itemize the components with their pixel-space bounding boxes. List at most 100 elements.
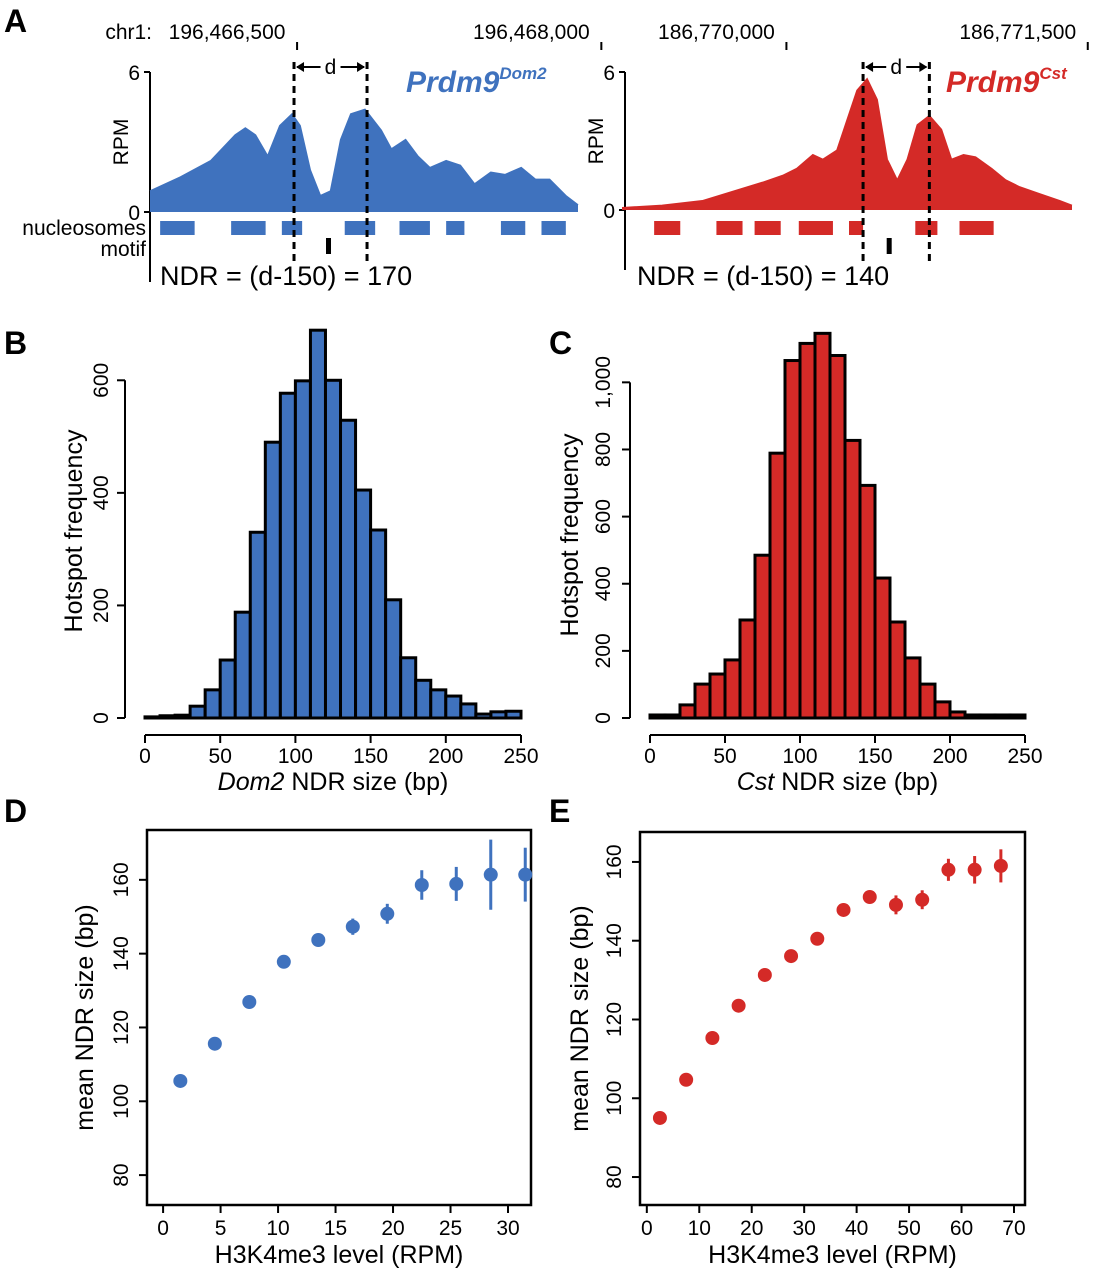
point xyxy=(862,889,877,904)
bar xyxy=(888,620,907,720)
area-line xyxy=(149,108,579,206)
point xyxy=(836,902,851,917)
track-title: Prdm9Dom2 xyxy=(406,64,547,99)
bar xyxy=(903,656,922,720)
point xyxy=(207,1036,222,1051)
bar xyxy=(339,418,358,720)
x-axis-label: H3K4me3 level (RPM) xyxy=(215,1241,464,1269)
area-fill xyxy=(622,78,1072,211)
x-tick-label: 25 xyxy=(439,1217,462,1240)
point xyxy=(449,876,464,891)
nucleosome xyxy=(446,221,465,235)
nucleosome xyxy=(399,221,430,235)
bar xyxy=(414,678,433,720)
point xyxy=(311,932,326,947)
point xyxy=(380,906,395,921)
nucleosome xyxy=(959,221,994,235)
motif xyxy=(886,238,892,254)
bar xyxy=(474,712,493,720)
x-tick-label: 100 xyxy=(278,745,313,768)
x-tick-label: 250 xyxy=(1007,745,1042,768)
bar xyxy=(813,331,832,720)
nucleosome xyxy=(344,221,376,235)
point xyxy=(276,954,291,969)
bar xyxy=(444,694,463,720)
bar xyxy=(948,710,967,720)
track-title: Prdm9Cst xyxy=(946,64,1068,99)
y-tick-label: 120 xyxy=(603,1002,626,1037)
bar xyxy=(693,682,712,720)
point xyxy=(518,867,533,882)
point xyxy=(888,897,903,912)
bar xyxy=(308,328,327,720)
area-line xyxy=(621,77,1073,209)
point xyxy=(941,862,956,877)
bar xyxy=(933,700,952,720)
bar xyxy=(354,488,373,720)
bar xyxy=(489,710,508,720)
y-axis-label: RPM xyxy=(110,119,133,166)
bar xyxy=(203,688,222,720)
point xyxy=(757,967,772,982)
x-tick-label: 0 xyxy=(641,1217,653,1240)
point xyxy=(679,1072,694,1087)
point xyxy=(242,994,257,1009)
d-label: d xyxy=(890,56,902,79)
track-label: nucleosomes xyxy=(22,217,146,240)
x-tick-label: 70 xyxy=(1002,1217,1025,1240)
x-tick-label: 196,468,000 xyxy=(473,21,590,44)
bar xyxy=(873,576,892,720)
bar xyxy=(188,704,207,720)
x-tick-label: 5 xyxy=(215,1217,227,1240)
bar xyxy=(504,709,523,720)
y-tick-label: 160 xyxy=(603,844,626,879)
x-tick-label: 150 xyxy=(857,745,892,768)
y-axis-label: RPM xyxy=(585,118,608,165)
x-tick-label: 0 xyxy=(644,745,656,768)
x-tick-label: 10 xyxy=(266,1217,289,1240)
bar xyxy=(858,483,877,720)
y-tick-label: 6 xyxy=(128,62,140,85)
y-tick-label: 0 xyxy=(90,712,113,724)
bar xyxy=(708,672,727,720)
y-tick-label: 200 xyxy=(90,588,113,623)
bar xyxy=(753,553,772,720)
x-tick-label: 10 xyxy=(688,1217,711,1240)
nucleosome xyxy=(915,221,938,235)
nucleosome xyxy=(500,221,526,235)
x-tick-label: 40 xyxy=(845,1217,868,1240)
nucleosome xyxy=(160,221,195,235)
y-tick-label: 160 xyxy=(110,862,133,897)
y-tick-label: 600 xyxy=(592,499,615,534)
bar xyxy=(963,713,982,720)
bar xyxy=(678,703,697,720)
bar xyxy=(233,610,252,720)
x-label-italic: Dom2 xyxy=(218,768,285,796)
x-axis-label: H3K4me3 level (RPM) xyxy=(708,1241,957,1269)
nucleosome xyxy=(754,221,781,235)
bar xyxy=(918,682,937,720)
bar xyxy=(158,714,177,720)
x-label-rest: NDR size (bp) xyxy=(781,768,938,796)
title-main: Prdm9 xyxy=(946,66,1040,99)
point xyxy=(915,892,930,907)
bar xyxy=(429,688,448,720)
x-tick-label: 186,771,500 xyxy=(959,21,1076,44)
bar xyxy=(648,713,667,720)
y-tick-label: 0 xyxy=(603,200,615,223)
y-tick-label: 400 xyxy=(592,566,615,601)
bar xyxy=(828,353,847,720)
x-tick-label: 150 xyxy=(353,745,388,768)
x-tick-label: 0 xyxy=(157,1217,169,1240)
x-tick-label: 20 xyxy=(740,1217,763,1240)
plot-frame xyxy=(145,828,533,1207)
nucleosome xyxy=(716,221,743,235)
panel-letter: C xyxy=(549,325,572,361)
plot-frame xyxy=(638,830,1027,1207)
nucleosome xyxy=(541,221,566,235)
y-tick-label: 120 xyxy=(110,1010,133,1045)
y-axis-label: mean NDR size (bp) xyxy=(566,905,594,1131)
panel-letter: B xyxy=(4,325,27,361)
bar xyxy=(843,438,862,720)
nucleosome xyxy=(849,221,864,235)
